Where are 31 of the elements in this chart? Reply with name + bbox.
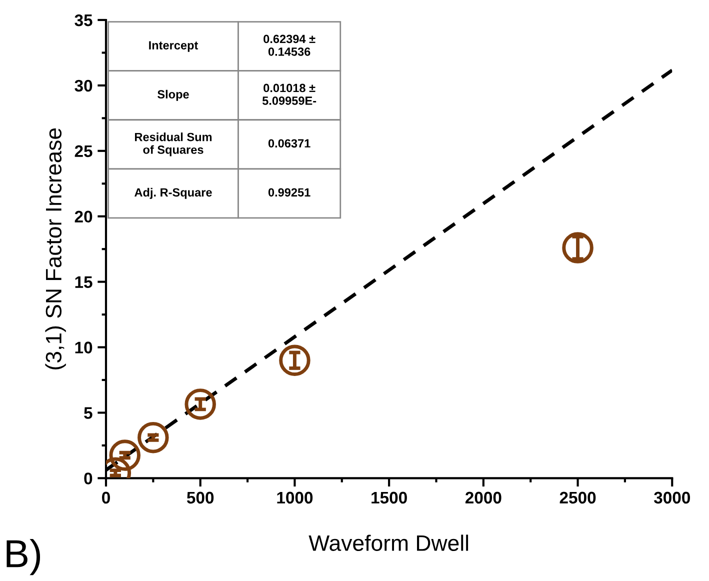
x-tick-label: 0 <box>102 492 110 504</box>
y-tick-label: 30 <box>74 80 92 92</box>
annotation: 0.01018 ± 5.09959E- <box>262 84 316 105</box>
annotation: 0.62394 ± 0.14536 <box>264 34 316 56</box>
point <box>184 388 216 420</box>
y-axis-title: (3,1) SN Factor Increase <box>45 128 66 370</box>
annotation: 0.99251 <box>268 188 310 197</box>
x-axis-title: Waveform Dwell <box>308 534 468 551</box>
x-tick-label: 2000 <box>465 492 502 504</box>
point <box>138 422 169 454</box>
x-tick-label: 1000 <box>277 492 313 504</box>
annotation: Residual Sum of Squares <box>135 132 212 156</box>
y-tick-label: 10 <box>75 342 92 354</box>
point <box>109 440 140 471</box>
y-tick-label: 25 <box>74 145 92 158</box>
annotation: Adj. R-Square <box>134 188 212 199</box>
annotation: 0.06371 <box>268 139 310 148</box>
annotation: Intercept <box>149 41 198 52</box>
y-tick-label: 5 <box>84 407 92 419</box>
x-tick-label: 500 <box>186 492 214 504</box>
x-tick-label: 3000 <box>654 492 690 504</box>
point <box>279 344 310 376</box>
text: B) <box>6 538 40 576</box>
point <box>562 232 594 264</box>
annotation: Slope <box>158 90 189 101</box>
y-tick-label: 20 <box>74 210 92 223</box>
x-tick-label: 1500 <box>372 492 407 504</box>
y-tick-label: 35 <box>74 14 92 26</box>
x-tick-label: 2500 <box>560 492 596 504</box>
y-tick-label: 15 <box>75 276 92 288</box>
y-tick-label: 0 <box>84 472 92 484</box>
